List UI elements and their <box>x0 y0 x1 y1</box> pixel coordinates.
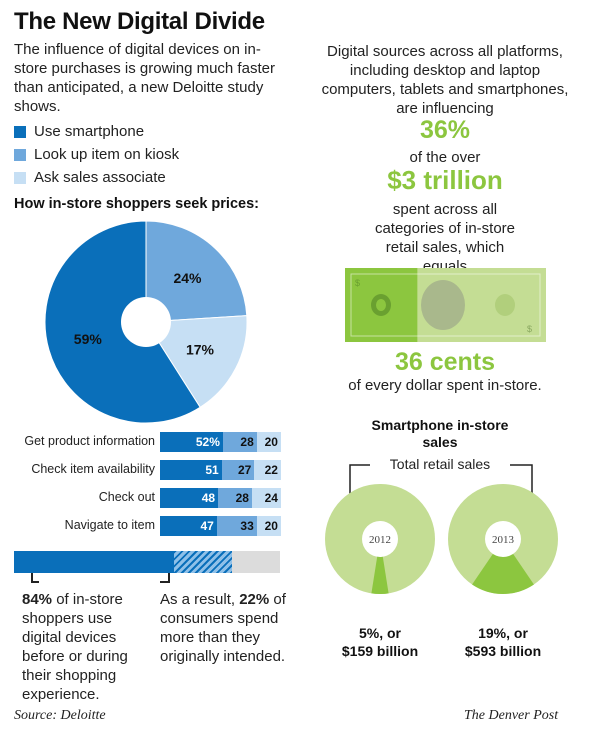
bar-seg-kiosk: 27 <box>221 460 255 480</box>
legend-item-smartphone: Use smartphone <box>14 120 179 143</box>
pointer-84-foot <box>31 581 39 583</box>
legend-label: Ask sales associate <box>34 169 166 186</box>
three-trillion: $3 trillion <box>387 165 503 195</box>
bill-seal-left-inner <box>376 299 386 311</box>
page-title: The New Digital Divide <box>14 8 265 35</box>
share-2013-amount: $593 billion <box>464 643 542 659</box>
right-text2: of the over <box>409 149 481 166</box>
note-22-bold: 22% <box>239 591 270 608</box>
pie-svg: 24% 17% 59% <box>44 220 248 424</box>
legend-item-associate: Ask sales associate <box>14 166 179 189</box>
credit-note: The Denver Post <box>464 708 559 723</box>
donut-2012: 2012 <box>325 484 435 594</box>
note-22-text: of consumers spend more than they origin… <box>160 591 286 665</box>
bill-corner-symbol: $ <box>355 278 360 288</box>
price-pie-chart: 24% 17% 59% <box>44 220 248 424</box>
donut-smartphone-slice <box>472 539 534 594</box>
note-22-pre: As a result, <box>160 591 240 608</box>
bar-category-label: Get product information <box>24 434 155 448</box>
pie-title: How in-store shoppers seek prices: <box>14 196 259 212</box>
intro-text: The influence of digital devices on in-s… <box>14 41 275 115</box>
bill-seal-right <box>495 294 515 316</box>
donut-center <box>485 521 521 557</box>
legend-item-kiosk: Look up item on kiosk <box>14 143 179 166</box>
total-retail-label: Total retail sales <box>370 456 510 472</box>
bar-row: Navigate to item 47 33 20 <box>10 516 282 536</box>
pointer-84 <box>31 573 33 583</box>
bar-seg-associate: 22 <box>254 460 281 480</box>
share-2012-amount: $159 billion <box>341 643 419 659</box>
pie-label-kiosk: 24% <box>173 270 202 286</box>
legend-swatch-kiosk <box>14 148 26 161</box>
bar-seg-smartphone: 51 <box>160 460 222 480</box>
pct-36: 36% <box>419 116 471 144</box>
share-2012-pct: 5%, or <box>358 625 401 641</box>
right-text3: spent across all categories of in-store … <box>374 201 516 275</box>
legend-swatch-smartphone <box>14 125 26 138</box>
dollar-bill-graphic: $ $ <box>345 268 546 342</box>
cents-36: 36 cents <box>394 348 496 376</box>
pie-label-smartphone: 59% <box>74 331 103 347</box>
pie-center-hole <box>121 297 171 347</box>
bar-seg-associate: 20 <box>256 516 281 536</box>
source-note: Source: Deloitte <box>14 708 106 723</box>
digital-influence-bar <box>14 551 280 573</box>
pointer-22-foot <box>160 581 170 583</box>
note-84: 84% of in-store shoppers use digital dev… <box>22 590 152 704</box>
pie-slice-kiosk <box>145 220 248 323</box>
donut-year-label: 2012 <box>369 534 391 546</box>
right-intro: Digital sources across all platforms, in… <box>321 43 569 117</box>
bar-row: Check out 48 28 24 <box>10 488 282 508</box>
digital-share-fill <box>14 551 174 573</box>
pie-slice-associate <box>145 315 248 408</box>
note-84-bold: 84% <box>22 591 53 608</box>
bar-seg-kiosk: 28 <box>222 432 257 452</box>
bar-seg-smartphone: 52% <box>160 432 223 452</box>
bill-border <box>350 273 541 337</box>
bar-category-label: Check out <box>98 490 155 504</box>
bar-seg-smartphone: 47 <box>160 516 217 536</box>
spend-more-fill <box>173 551 233 573</box>
bar-category-label: Navigate to item <box>64 518 155 532</box>
bar-row: Check item availability 51 27 22 <box>10 460 282 480</box>
smartphone-sales-title: Smartphone in-store sales <box>371 417 509 450</box>
donut-2013: 2013 <box>448 484 558 594</box>
legend: Use smartphone Look up item on kiosk Ask… <box>14 120 179 189</box>
note-22: As a result, 22% of consumers spend more… <box>160 590 290 666</box>
note-84-text: of in-store shoppers use digital devices… <box>22 591 128 703</box>
bill-corner-symbol: $ <box>527 324 532 334</box>
bar-row: Get product information 52% 28 20 <box>10 432 282 452</box>
legend-label: Use smartphone <box>34 123 145 140</box>
pie-label-associate: 17% <box>186 342 215 358</box>
bar-seg-associate: 20 <box>256 432 281 452</box>
right-text4: of every dollar spent in-store. <box>348 377 542 394</box>
legend-label: Look up item on kiosk <box>34 146 180 163</box>
bar-seg-associate: 24 <box>251 488 281 508</box>
legend-swatch-associate <box>14 171 26 184</box>
bar-seg-kiosk: 28 <box>218 488 252 508</box>
share-2013: 19%, or $593 billion <box>445 624 561 660</box>
share-2013-pct: 19%, or <box>478 625 528 641</box>
bar-category-label: Check item availability <box>31 462 155 476</box>
bar-seg-kiosk: 33 <box>216 516 257 536</box>
bar-seg-smartphone: 48 <box>160 488 219 508</box>
donut-year-label: 2013 <box>492 534 515 546</box>
bill-portrait <box>421 280 465 330</box>
share-2012: 5%, or $159 billion <box>322 624 438 660</box>
donut-smartphone-slice <box>371 539 389 594</box>
pointer-22 <box>168 573 170 583</box>
donut-center <box>362 521 398 557</box>
